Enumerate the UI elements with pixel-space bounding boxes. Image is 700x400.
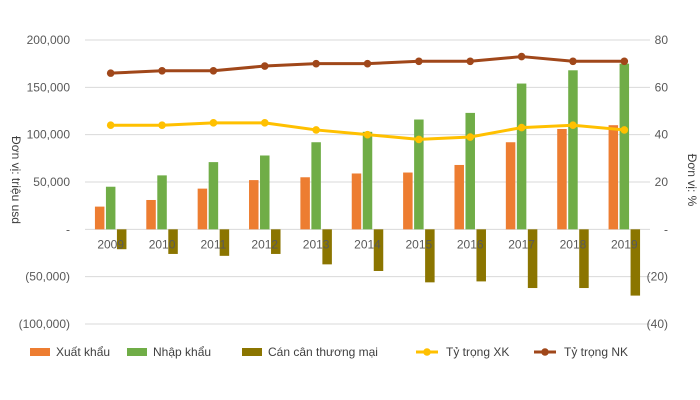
bar-1-2010 — [157, 175, 167, 230]
line-point-0-2015 — [415, 135, 423, 144]
line-point-1-2018 — [569, 57, 577, 66]
x-tick-label: 2014 — [354, 237, 381, 251]
bar-1-2019 — [619, 63, 630, 230]
x-tick-label: 2011 — [201, 237, 227, 251]
line-point-1-2009 — [106, 69, 115, 77]
legend: Xuất khẩu Nhập khẩu Cán cân thương mại Tỷ t… — [30, 345, 628, 359]
line-point-0-2014 — [363, 130, 372, 139]
x-tick-label: 2009 — [97, 237, 124, 251]
line-point-1-2011 — [209, 66, 218, 75]
bar-1-2015 — [414, 119, 424, 230]
bar-2-2013 — [322, 229, 332, 265]
left-axis-tick-label: 100,000 — [27, 128, 71, 142]
bar-1-2017 — [516, 83, 527, 230]
bar-series-group — [94, 63, 641, 296]
bar-2-2015 — [425, 229, 435, 283]
line-point-0-2011 — [209, 119, 218, 127]
bar-0-2017 — [505, 142, 516, 230]
line-point-1-2014 — [363, 59, 372, 68]
legend-label: Cán cân thương mại — [268, 345, 378, 359]
left-axis-tick-label: (50,000) — [25, 270, 70, 284]
legend-swatch — [30, 348, 50, 356]
bar-0-2014 — [351, 173, 362, 230]
bar-2-2009 — [116, 229, 127, 250]
line-point-0-2009 — [106, 121, 115, 129]
line-point-0-2010 — [158, 121, 166, 129]
line-point-1-2010 — [158, 66, 166, 75]
legend-swatch-marker — [541, 348, 549, 356]
x-tick-label: 2018 — [560, 237, 587, 251]
line-point-1-2013 — [312, 59, 320, 68]
bar-2-2019 — [630, 229, 641, 296]
bar-2-2011 — [219, 229, 230, 256]
right-axis-tick-labels: (40) (20) - 20 40 60 80 — [647, 33, 669, 331]
legend-label: Tỷ trọng NK — [564, 345, 628, 359]
left-axis-tick-label: (100,000) — [19, 317, 70, 331]
line-point-0-2016 — [466, 133, 475, 141]
left-axis-tick-label: 200,000 — [27, 33, 71, 47]
line-point-0-2019 — [620, 126, 629, 134]
left-axis-tick-labels: (100,000) (50,000) - 50,000 100,000 150,000 20… — [19, 33, 71, 331]
legend-label: Nhập khẩu — [153, 345, 211, 359]
line-point-0-2012 — [260, 119, 269, 127]
x-tick-label: 2012 — [251, 237, 278, 251]
legend-swatch — [127, 348, 147, 356]
legend-swatch-marker — [423, 348, 431, 356]
bar-2-2017 — [527, 229, 538, 289]
line-point-1-2015 — [415, 57, 423, 66]
bar-0-2009 — [94, 206, 105, 230]
bar-2-2010 — [168, 229, 178, 254]
legend-label: Xuất khẩu — [56, 345, 110, 359]
right-axis-tick-label: (40) — [647, 317, 668, 331]
bar-0-2011 — [197, 188, 208, 230]
bar-0-2016 — [454, 164, 464, 230]
x-tick-label: 2016 — [457, 237, 484, 251]
x-tick-label: 2015 — [406, 237, 433, 251]
right-axis-tick-label: 60 — [655, 80, 669, 94]
x-axis-tick-labels: 2009 2010 2011 2012 2013 2014 2015 2016 2017 2018… — [97, 237, 638, 251]
x-tick-label: 2017 — [508, 237, 535, 251]
right-axis-tick-label: 20 — [655, 175, 669, 189]
left-axis-tick-label: - — [66, 222, 70, 236]
left-axis-title: Đơn vị: triệu usd — [9, 136, 23, 224]
bar-2-2012 — [271, 229, 281, 254]
bar-0-2018 — [557, 128, 567, 230]
bar-0-2010 — [146, 199, 156, 230]
line-point-1-2016 — [466, 57, 475, 66]
bar-0-2019 — [608, 125, 619, 230]
right-axis-tick-label: 80 — [655, 33, 669, 47]
line-point-0-2013 — [312, 126, 320, 134]
right-axis-title: Đơn vị: % — [685, 154, 699, 207]
legend-label: Tỷ trọng XK — [446, 345, 509, 359]
bar-2-2016 — [476, 229, 486, 282]
bar-2-2014 — [373, 229, 384, 271]
bar-1-2009 — [105, 186, 116, 230]
x-tick-label: 2010 — [149, 237, 176, 251]
right-axis-tick-label: - — [664, 222, 668, 236]
bar-1-2013 — [311, 142, 321, 230]
bar-1-2011 — [208, 162, 219, 230]
bar-0-2012 — [249, 180, 259, 230]
bar-0-2013 — [300, 177, 310, 230]
line-point-1-2017 — [517, 52, 526, 61]
x-tick-label: 2013 — [303, 237, 330, 251]
line-point-1-2012 — [260, 62, 269, 70]
line-point-1-2019 — [620, 57, 629, 66]
x-tick-label: 2019 — [611, 237, 638, 251]
right-axis-tick-label: (20) — [647, 270, 668, 284]
bar-0-2015 — [403, 172, 413, 230]
bar-2-2018 — [579, 229, 589, 289]
right-axis-tick-label: 40 — [655, 128, 669, 142]
bar-1-2012 — [260, 155, 270, 230]
left-axis-tick-label: 150,000 — [27, 80, 71, 94]
line-series-group — [106, 52, 629, 144]
bar-1-2016 — [465, 112, 475, 230]
bar-1-2014 — [362, 131, 373, 230]
line-point-0-2017 — [517, 123, 526, 132]
line-point-0-2018 — [569, 121, 577, 129]
bar-1-2018 — [568, 70, 578, 230]
legend-swatch — [242, 348, 262, 356]
left-axis-tick-label: 50,000 — [33, 175, 70, 189]
